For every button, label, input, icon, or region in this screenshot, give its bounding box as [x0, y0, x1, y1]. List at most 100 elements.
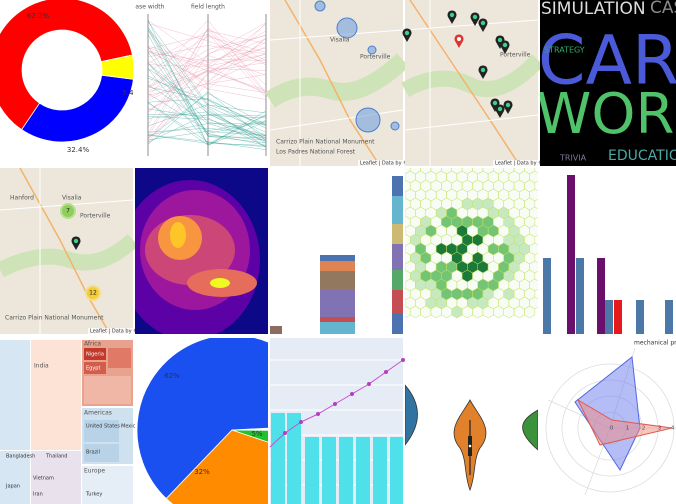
- parallel-line: [147, 30, 267, 66]
- treemap-label: Nigeria: [86, 352, 104, 358]
- pie-tile: 62% 32% 5%: [135, 338, 268, 504]
- word: CARD: [538, 22, 676, 101]
- word-cloud-tile: SIMULATION CASUAL CARD STRATEGY WORD TRI…: [538, 0, 676, 166]
- map-tile-path: [404, 0, 539, 166]
- parallel-line: [147, 19, 267, 94]
- density-tile-ellipse: [210, 278, 230, 288]
- bar-line-tile: [269, 338, 405, 504]
- stacked-bar-tile-rect: [392, 290, 403, 314]
- map-attribution: Leaflet | Data by © O: [495, 160, 549, 167]
- slice: [100, 54, 133, 80]
- parallel-line: [147, 45, 267, 58]
- bar-line-tile-g-circle: [401, 358, 405, 362]
- parallel-line: [147, 20, 267, 64]
- slice: [0, 0, 133, 131]
- map-attribution: Leaflet | Data by © O: [360, 160, 414, 167]
- stacked-bar-tile-rect: [392, 314, 403, 334]
- grouped-bar-tile-rect: [576, 258, 584, 334]
- parallel-line: [147, 46, 267, 101]
- map-tile-circle: [314, 0, 326, 12]
- hexbin-tile: [405, 168, 538, 334]
- parallel-line: [147, 114, 267, 119]
- hex-cell: [405, 168, 411, 175]
- grouped-bar-tile-rect: [614, 300, 622, 334]
- parallel-line: [147, 134, 267, 150]
- bar-line-tile-g-circle: [333, 402, 337, 406]
- map-tile-circle: [60, 203, 76, 219]
- map-tile-rect: [493, 160, 538, 166]
- bar-line-tile-path: [270, 359, 403, 486]
- parallel-line: [147, 75, 267, 148]
- parallel-line: [147, 50, 267, 67]
- place-label: Los Padres National Forest: [276, 149, 356, 156]
- parallel-line: [147, 29, 267, 117]
- word-cloud-tile-rect: [540, 0, 676, 166]
- stacked-bar-tile-rect: [392, 270, 403, 290]
- map-tile: 7 12 Hanford Visalia Porterville Carrizo…: [0, 167, 144, 335]
- treemap-label: Japan: [5, 484, 20, 490]
- treemap-label: Thailand: [45, 454, 67, 460]
- parallel-line: [147, 41, 267, 139]
- bar-line-tile-rect: [339, 437, 353, 504]
- parallel-line: [147, 62, 267, 141]
- grouped-bar-tile-rect: [605, 300, 613, 334]
- parallel-line: [147, 98, 267, 129]
- cluster-label: 12: [89, 290, 97, 297]
- parallel-line: [147, 29, 267, 144]
- treemap-tile: India Africa Nigeria Egypt Americas Unit…: [0, 338, 138, 504]
- treemap-tile-rect: [108, 348, 131, 368]
- radar-tile-polygon: [576, 398, 673, 446]
- parallel-line: [147, 34, 267, 144]
- treemap-tile-rect: [31, 340, 81, 450]
- parallel-line: [147, 127, 267, 136]
- bar-line-tile-rect: [287, 413, 301, 504]
- parallel-line: [147, 59, 267, 89]
- bar-line-tile-g-circle: [367, 382, 371, 386]
- treemap-tile-rect: [84, 444, 119, 462]
- radar-tick: 3: [658, 426, 661, 432]
- word: STRATEGY: [544, 46, 585, 55]
- parallel-line: [147, 34, 267, 146]
- map-tile: Porterville Leaflet | Data by © O: [401, 0, 549, 167]
- parallel-line: [147, 36, 267, 72]
- treemap-tile-rect: [84, 362, 106, 374]
- stacked-bar-tile-rect: [392, 176, 403, 196]
- word: SIMULATION: [541, 0, 646, 19]
- bar-line-tile-rect: [271, 413, 285, 504]
- parallel-line: [147, 74, 267, 140]
- treemap-label: India: [34, 363, 49, 370]
- place-label: Hanford: [10, 195, 34, 202]
- treemap-tile-rect: [0, 340, 30, 450]
- bar-line-tile-rect: [356, 437, 370, 504]
- slice-label: 32.4%: [67, 146, 90, 154]
- bar-line-tile-g-circle: [316, 412, 320, 416]
- parallel-line: [147, 29, 267, 98]
- bar-line-tile-g-circle: [384, 370, 388, 374]
- map-tile-path: [284, 0, 381, 167]
- axis-title: base width: [132, 4, 165, 11]
- treemap-label: Iran: [33, 492, 43, 498]
- parallel-line: [147, 60, 267, 100]
- parallel-line: [147, 46, 267, 134]
- treemap-tile-rect: [31, 451, 81, 504]
- parallel-line: [147, 84, 267, 142]
- hex-cell: [524, 305, 536, 319]
- place-label: Visalia: [62, 195, 82, 202]
- treemap-label: Turkey: [85, 492, 102, 498]
- bar-line-tile-g-circle: [350, 392, 354, 396]
- treemap-tile-rect: [82, 466, 133, 504]
- slice-label: 62%: [164, 372, 180, 380]
- treemap-tile-rect: [0, 451, 30, 504]
- parallel-line: [147, 91, 267, 145]
- density-tile: [135, 168, 268, 334]
- parallel-tile: base width field length: [132, 0, 268, 166]
- grouped-bar-tile-rect: [665, 300, 673, 334]
- axis-title: field length: [191, 4, 225, 11]
- stacked-bar-tile-rect: [270, 326, 282, 334]
- parallel-line: [147, 22, 267, 113]
- map-tile-path: [401, 54, 544, 98]
- word: TRIVIA: [559, 154, 587, 163]
- grouped-bar-tile-rect: [543, 258, 551, 334]
